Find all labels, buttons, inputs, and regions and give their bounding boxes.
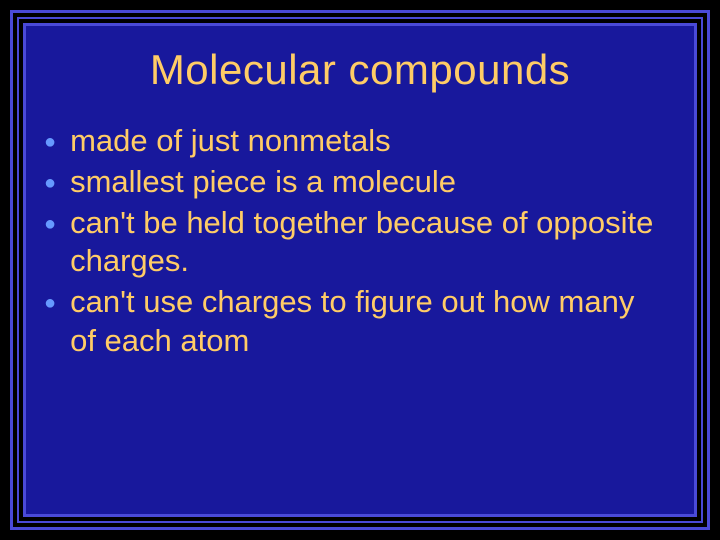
bullet-list: ● made of just nonmetals ● smallest piec…: [26, 122, 694, 361]
bullet-text: made of just nonmetals: [70, 122, 664, 161]
bullet-icon: ●: [44, 291, 56, 316]
bullet-icon: ●: [44, 130, 56, 155]
bullet-text: smallest piece is a molecule: [70, 163, 664, 202]
slide-title: Molecular compounds: [26, 46, 694, 94]
slide-inner: Molecular compounds ● made of just nonme…: [26, 26, 694, 514]
list-item: ● made of just nonmetals: [44, 122, 664, 161]
bullet-text: can't be held together because of opposi…: [70, 204, 664, 282]
list-item: ● smallest piece is a molecule: [44, 163, 664, 202]
bullet-icon: ●: [44, 171, 56, 196]
slide: Molecular compounds ● made of just nonme…: [0, 0, 720, 540]
bullet-text: can't use charges to figure out how many…: [70, 283, 664, 361]
list-item: ● can't be held together because of oppo…: [44, 204, 664, 282]
list-item: ● can't use charges to figure out how ma…: [44, 283, 664, 361]
bullet-icon: ●: [44, 212, 56, 237]
